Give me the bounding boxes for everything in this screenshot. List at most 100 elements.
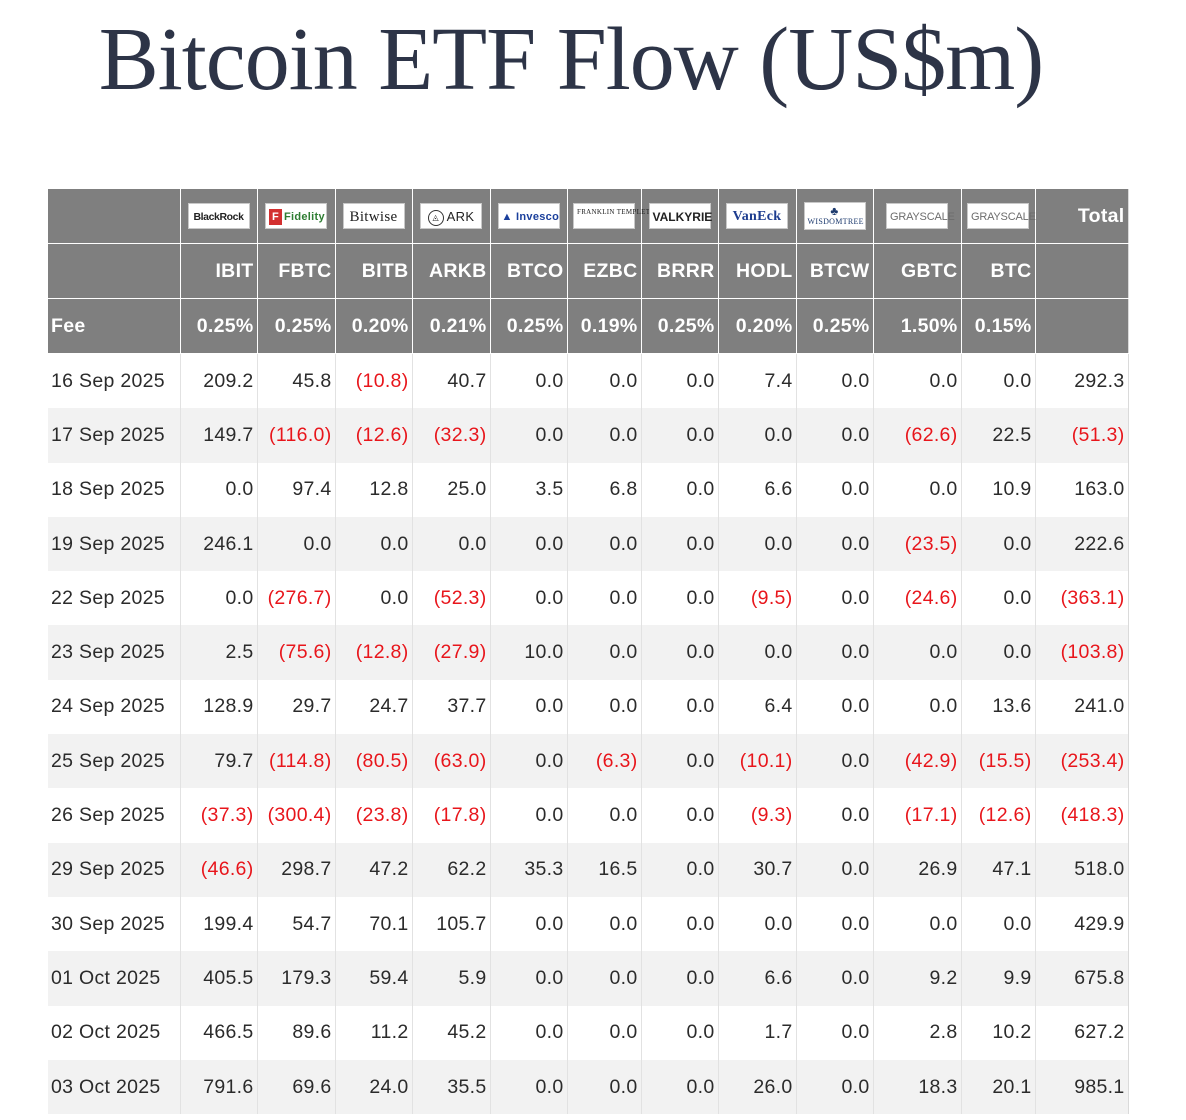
flow-cell-arkb: (52.3): [412, 571, 491, 626]
flow-cell-brrr: 0.0: [641, 516, 719, 572]
flow-cell-btcw: 0.0: [796, 1005, 874, 1060]
flow-cell-brrr: 0.0: [641, 1059, 719, 1115]
vaneck-logo-icon: VanEck: [726, 203, 788, 229]
table-row: 26 Sep 2025 (37.3) (300.4) (23.8) (17.8) 0.0 0…: [48, 788, 1129, 843]
ark-invest-logo-icon: ◬ ARK: [420, 203, 482, 229]
flow-cell-arkb: 25.0: [412, 462, 491, 517]
ticker-arkb: ARKB: [412, 243, 491, 299]
flow-cell-ibit: 79.7: [180, 734, 258, 789]
wisdomtree-logo-icon: ♣ WISDOMTREE: [803, 202, 866, 230]
flow-cell-btc: 13.6: [961, 679, 1036, 735]
flow-cell-btc: 9.9: [961, 951, 1036, 1006]
bitwise-logo-icon: Bitwise: [342, 203, 405, 229]
flow-cell-brrr: 0.0: [641, 842, 719, 897]
franklin-templeton-logo-icon: FRANKLIN TEMPLETON: [573, 203, 661, 229]
flow-cell-ibit: 149.7: [180, 408, 258, 463]
flow-cell-ibit: 199.4: [180, 896, 258, 952]
flow-cell-ezbc: 0.0: [567, 408, 642, 463]
flow-cell-bitb: (12.6): [335, 408, 413, 463]
flow-cell-btc: 47.1: [961, 842, 1036, 897]
flow-cell-gbtc: 0.0: [873, 679, 962, 735]
header-logo-invesco: ▲ Invesco: [490, 189, 568, 244]
header-logo-wisdomtree: ♣ WISDOMTREE: [796, 189, 874, 244]
table-row: 29 Sep 2025 (46.6) 298.7 47.2 62.2 35.3 16.5 0.…: [48, 842, 1129, 897]
flow-cell-ibit: 2.5: [180, 625, 258, 680]
flow-cell-hodl: 0.0: [718, 896, 797, 952]
flow-cell-bitb: 24.0: [335, 1059, 413, 1115]
ticker-gbtc: GBTC: [873, 243, 962, 299]
fee-bitb: 0.20%: [335, 298, 413, 354]
table-row: 24 Sep 2025 128.9 29.7 24.7 37.7 0.0 0.0 0.0 6.4…: [48, 679, 1129, 735]
flow-cell-hodl: 7.4: [718, 353, 797, 409]
flow-cell-btco: 0.0: [490, 1059, 568, 1115]
row-date: 24 Sep 2025: [48, 679, 181, 735]
row-total: 518.0: [1035, 842, 1129, 897]
flow-cell-arkb: 37.7: [412, 679, 491, 735]
flow-cell-gbtc: 26.9: [873, 842, 962, 897]
flow-cell-ezbc: 0.0: [567, 788, 642, 843]
header-logo-grayscale-gbtc: GRAYSCALE: [873, 189, 962, 244]
flow-cell-bitb: 0.0: [335, 516, 413, 572]
flow-cell-arkb: 105.7: [412, 896, 491, 952]
ticker-header-row: IBIT FBTC BITB ARKB BTCO EZBC BRRR HODL …: [48, 243, 1129, 299]
flow-cell-btco: 0.0: [490, 951, 568, 1006]
flow-cell-fbtc: 179.3: [257, 951, 336, 1006]
flow-cell-btc: 22.5: [961, 408, 1036, 463]
ticker-btc: BTC: [961, 243, 1036, 299]
table-row: 02 Oct 2025 466.5 89.6 11.2 45.2 0.0 0.0 0.0 1.7…: [48, 1005, 1129, 1060]
row-date: 22 Sep 2025: [48, 571, 181, 626]
row-date: 17 Sep 2025: [48, 408, 181, 463]
flow-cell-ezbc: 16.5: [567, 842, 642, 897]
total-column-header: Total: [1035, 189, 1129, 244]
wisdomtree-logo-text: WISDOMTREE: [807, 217, 864, 226]
flow-cell-gbtc: (24.6): [873, 571, 962, 626]
ticker-btcw: BTCW: [796, 243, 874, 299]
flow-cell-btcw: 0.0: [796, 842, 874, 897]
flow-cell-ezbc: 0.0: [567, 625, 642, 680]
flow-cell-ezbc: 0.0: [567, 896, 642, 952]
flow-cell-btcw: 0.0: [796, 951, 874, 1006]
flow-cell-hodl: (9.5): [718, 571, 797, 626]
logo-header-corner: [48, 189, 181, 244]
row-date: 19 Sep 2025: [48, 516, 181, 572]
fee-label: Fee: [48, 298, 181, 354]
flow-cell-fbtc: 54.7: [257, 896, 336, 952]
table-row: 25 Sep 2025 79.7 (114.8) (80.5) (63.0) 0.0 (6.…: [48, 734, 1129, 789]
flow-cell-fbtc: (75.6): [257, 625, 336, 680]
row-total: (253.4): [1035, 734, 1129, 789]
flow-cell-ezbc: 0.0: [567, 951, 642, 1006]
flow-table-body: 16 Sep 2025 209.2 45.8 (10.8) 40.7 0.0 0.0 0.0 7…: [48, 353, 1129, 1115]
row-date: 01 Oct 2025: [48, 951, 181, 1006]
flow-cell-btcw: 0.0: [796, 408, 874, 463]
flow-cell-btco: 0.0: [490, 571, 568, 626]
flow-cell-hodl: 30.7: [718, 842, 797, 897]
fee-fbtc: 0.25%: [257, 298, 336, 354]
flow-cell-arkb: 45.2: [412, 1005, 491, 1060]
header-logo-blackrock: BlackRock: [180, 189, 258, 244]
flow-cell-btc: 10.9: [961, 462, 1036, 517]
flow-cell-arkb: 5.9: [412, 951, 491, 1006]
flow-cell-hodl: 0.0: [718, 516, 797, 572]
flow-cell-ibit: 791.6: [180, 1059, 258, 1115]
flow-cell-fbtc: 69.6: [257, 1059, 336, 1115]
fee-arkb: 0.21%: [412, 298, 491, 354]
flow-cell-hodl: 0.0: [718, 408, 797, 463]
ticker-header-corner: [48, 243, 181, 299]
flow-cell-bitb: 11.2: [335, 1005, 413, 1060]
row-date: 26 Sep 2025: [48, 788, 181, 843]
flow-cell-brrr: 0.0: [641, 788, 719, 843]
flow-cell-arkb: (27.9): [412, 625, 491, 680]
table-row: 03 Oct 2025 791.6 69.6 24.0 35.5 0.0 0.0 0.0 26.…: [48, 1059, 1129, 1115]
flow-cell-bitb: 24.7: [335, 679, 413, 735]
row-total: (51.3): [1035, 408, 1129, 463]
flow-cell-gbtc: 0.0: [873, 462, 962, 517]
row-total: 675.8: [1035, 951, 1129, 1006]
flow-cell-btc: 0.0: [961, 571, 1036, 626]
flow-cell-fbtc: 89.6: [257, 1005, 336, 1060]
ticker-bitb: BITB: [335, 243, 413, 299]
flow-cell-hodl: 6.4: [718, 679, 797, 735]
table-row: 18 Sep 2025 0.0 97.4 12.8 25.0 3.5 6.8 0.0 6.6 0.…: [48, 462, 1129, 517]
flow-cell-ibit: (46.6): [180, 842, 258, 897]
row-date: 03 Oct 2025: [48, 1059, 181, 1115]
flow-cell-gbtc: (17.1): [873, 788, 962, 843]
